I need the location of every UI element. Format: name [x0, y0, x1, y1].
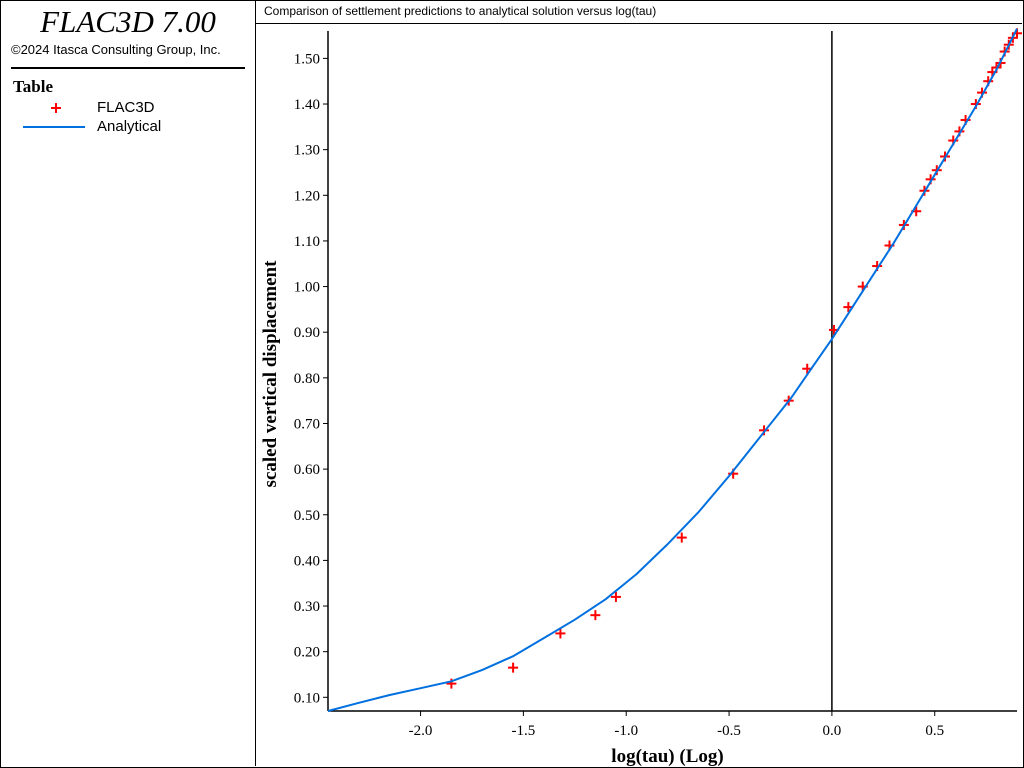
legend-label-flac3d: FLAC3D [97, 99, 155, 116]
y-tick-label: 1.50 [294, 51, 320, 67]
copyright-text: ©2024 Itasca Consulting Group, Inc. [11, 42, 221, 57]
y-tick-label: 0.60 [294, 462, 320, 478]
panel-divider [11, 67, 245, 69]
y-tick-label: 0.20 [294, 645, 320, 661]
legend-marker-flac3d [51, 103, 61, 113]
y-tick-label: 0.10 [294, 690, 320, 706]
legend: Table FLAC3D Analytical [1, 75, 255, 145]
series-analytical [327, 28, 1018, 712]
y-tick-label: 0.40 [294, 553, 320, 569]
data-point [590, 610, 601, 621]
y-tick-label: 1.20 [294, 188, 320, 204]
series-flac3d [446, 28, 1022, 689]
data-point [555, 628, 566, 639]
x-tick-label: 0.0 [823, 723, 842, 739]
analytical-line [327, 28, 1018, 712]
data-point [610, 591, 621, 602]
y-tick-label: 1.40 [294, 97, 320, 113]
y-tick-label: 1.30 [294, 143, 320, 159]
x-axis-label: log(tau) (Log) [611, 746, 723, 767]
x-tick-label: -1.5 [512, 723, 536, 739]
y-tick-label: 0.50 [294, 508, 320, 524]
y-tick-label: 1.00 [294, 280, 320, 296]
y-tick-label: 0.90 [294, 325, 320, 341]
chart-title-bar: Comparison of settlement predictions to … [256, 1, 1022, 24]
legend-label-analytical: Analytical [97, 118, 162, 135]
y-axis-label: scaled vertical displacement [260, 260, 281, 488]
legend-marker-analytical [23, 126, 85, 128]
app-title: FLAC3D 7.00 [40, 4, 216, 39]
data-point [508, 662, 519, 673]
x-tick-label: -1.0 [614, 723, 638, 739]
x-tick-label: 0.5 [925, 723, 944, 739]
x-tick-label: -0.5 [717, 723, 741, 739]
info-panel: FLAC3D 7.00 ©2024 Itasca Consulting Grou… [1, 1, 256, 766]
chart-title: Comparison of settlement predictions to … [264, 4, 657, 18]
y-tick-label: 0.30 [294, 599, 320, 615]
y-tick-label: 0.80 [294, 371, 320, 387]
legend-heading: Table [13, 77, 54, 96]
data-point [676, 532, 687, 543]
data-point [759, 425, 770, 436]
x-tick-label: -2.0 [409, 723, 433, 739]
y-tick-label: 0.70 [294, 416, 320, 432]
y-tick-label: 1.10 [294, 234, 320, 250]
